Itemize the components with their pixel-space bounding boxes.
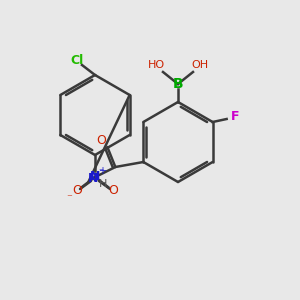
- Text: OH: OH: [191, 60, 208, 70]
- Text: ⁻: ⁻: [66, 193, 72, 203]
- Text: O: O: [108, 184, 118, 197]
- Text: O: O: [72, 184, 82, 197]
- Text: N: N: [88, 172, 98, 185]
- Text: F: F: [230, 110, 239, 122]
- Text: HO: HO: [147, 60, 165, 70]
- Text: ⁻: ⁻: [99, 167, 104, 177]
- Text: H: H: [99, 179, 107, 189]
- Text: Cl: Cl: [70, 55, 84, 68]
- Text: +: +: [98, 166, 106, 176]
- Text: O: O: [96, 134, 106, 146]
- Text: N: N: [90, 170, 100, 184]
- Text: B: B: [173, 77, 183, 91]
